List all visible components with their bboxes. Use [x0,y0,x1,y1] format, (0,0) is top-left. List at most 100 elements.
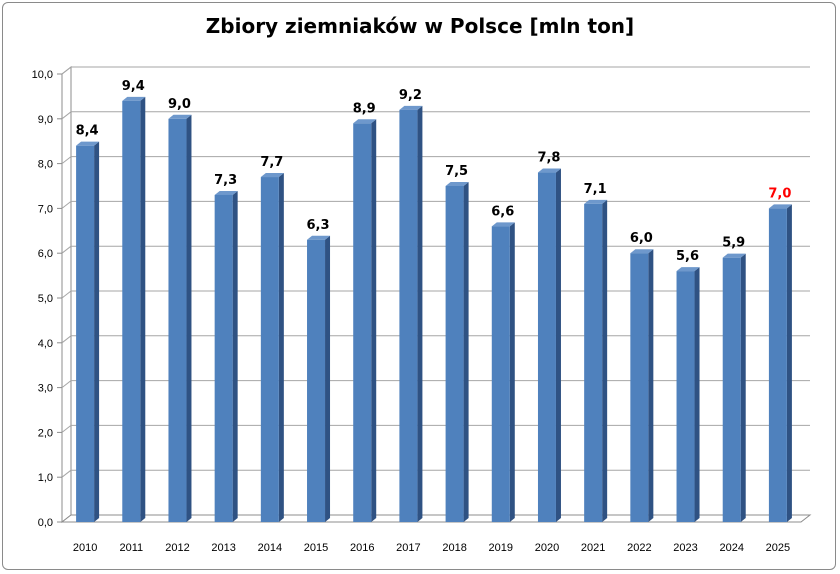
data-label: 6,0 [630,231,653,246]
x-tick-label: 2021 [581,542,605,554]
data-label: 6,6 [491,204,514,219]
y-tick-label: 2,0 [38,427,53,439]
bar-top [122,96,146,101]
data-label: 9,0 [168,97,191,112]
bar [768,208,787,522]
bar-side [509,222,515,522]
bar [584,203,603,523]
bar [722,257,741,522]
y-tick-label: 9,0 [38,114,53,126]
gridline-diagonal [61,425,72,433]
data-label: 7,7 [260,155,283,170]
bar-top [445,182,469,186]
bar-top [722,253,746,258]
bar [491,226,510,522]
y-tick-label: 4,0 [38,338,53,350]
bar-side [186,114,192,523]
x-tick-label: 2010 [73,542,97,554]
bar-top [399,105,423,110]
bar [260,177,279,523]
bar-side [463,182,469,522]
bar-top [630,249,654,254]
bar [445,186,464,522]
data-label: 7,0 [768,186,791,201]
x-tick-label: 2011 [119,542,143,554]
x-tick-label: 2016 [350,542,374,554]
bar [353,123,372,522]
bar-top [307,235,331,240]
bar-side [786,204,792,522]
data-label: 9,4 [122,79,145,94]
gridline-diagonal [61,469,72,478]
bar [168,118,187,523]
bar-side [740,253,746,522]
bar-side [325,235,331,522]
x-tick-label: 2022 [627,542,651,554]
bar-top [768,204,792,209]
bar-top [214,190,238,195]
x-tick-label: 2014 [258,542,282,554]
data-label: 7,5 [445,164,468,179]
bar-side [94,141,100,522]
bar [630,253,649,522]
bar-top [76,141,100,146]
data-label: 7,8 [537,151,560,166]
data-label: 9,2 [399,88,422,103]
bar-side [648,249,654,522]
bar-side [417,105,423,522]
x-tick-label: 2019 [489,542,513,554]
gridline-diagonal [61,201,72,209]
bar-side [140,96,146,522]
x-tick-label: 2025 [766,542,790,554]
y-tick-label: 6,0 [38,248,53,260]
bar [676,271,695,522]
bar [122,100,141,522]
x-tick-label: 2024 [719,542,743,554]
y-tick-label: 5,0 [38,293,53,305]
x-tick-label: 2020 [535,542,559,554]
bar-top [676,267,700,272]
bar-side [278,173,284,523]
data-label: 8,4 [76,124,99,139]
data-label: 8,9 [353,101,376,116]
data-label: 7,1 [584,182,607,197]
data-label: 6,3 [307,218,330,233]
gridline-diagonal [61,380,72,388]
data-label: 5,6 [676,249,699,264]
gridline-diagonal [61,335,72,344]
x-tick-label: 2018 [442,542,466,554]
y-tick-label: 1,0 [38,472,53,484]
bar-top [260,173,284,178]
bar-top [353,119,377,124]
bar [76,145,95,522]
bar [537,172,556,522]
y-tick-label: 7,0 [38,203,53,215]
bar-side [371,119,377,522]
y-tick-label: 8,0 [38,159,53,171]
y-tick-label: 3,0 [38,383,53,395]
x-tick-label: 2013 [211,542,235,554]
bar-top [168,114,192,119]
gridline-diagonal [61,66,72,75]
bar-top [491,222,515,227]
bar-side [602,199,608,523]
x-tick-label: 2017 [396,542,420,554]
y-tick-label: 0,0 [38,517,53,529]
bar [214,194,233,522]
bar [307,239,326,522]
bar-side [555,168,561,522]
gridline-diagonal [61,111,72,120]
gridline-diagonal [61,245,72,254]
bar-side [232,190,238,522]
bar-top [584,199,608,204]
y-tick-label: 10,0 [32,69,53,81]
data-label: 7,3 [214,173,237,188]
x-tick-label: 2015 [304,542,328,554]
x-tick-label: 2012 [165,542,189,554]
bar-top [537,168,561,173]
data-label: 5,9 [722,236,745,251]
bar-side [694,267,700,522]
chart-title: Zbiory ziemniaków w Polsce [mln ton] [205,14,635,38]
bar [399,109,418,522]
